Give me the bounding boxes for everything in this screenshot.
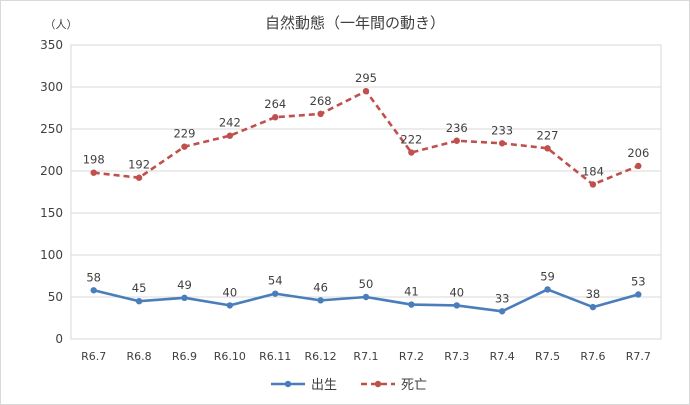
gridlines [71, 86, 661, 298]
legend: 出生 死亡 [271, 378, 427, 393]
data-point [544, 286, 551, 293]
data-label: 229 [173, 127, 195, 141]
data-point [226, 132, 234, 139]
data-label: 49 [177, 278, 192, 292]
data-label: 222 [400, 133, 422, 147]
data-label: 45 [132, 281, 147, 295]
data-point [544, 145, 551, 152]
x-tick-label: R7.2 [399, 350, 424, 363]
data-label: 227 [537, 128, 559, 142]
x-axis-ticks: R6.7 R6.8 R6.9 R6.10 R6.11 R6.12 R7.1 R7.2 R7.3 R… [81, 350, 651, 363]
legend-marker [374, 380, 382, 388]
data-point [498, 308, 506, 315]
legend-marker [284, 380, 292, 388]
data-label: 192 [128, 158, 150, 172]
data-label: 41 [404, 285, 419, 299]
data-point [453, 137, 460, 144]
data-point [272, 114, 279, 121]
data-labels: 58 45 49 40 54 46 50 41 40 33 59 38 53 198 192 229 242 26… [83, 71, 650, 305]
data-label: 233 [491, 123, 513, 137]
data-label: 40 [223, 285, 238, 299]
data-label: 58 [86, 270, 101, 284]
legend-label: 出生 [311, 378, 337, 393]
x-tick-label: R7.6 [580, 350, 605, 363]
x-tick-label: R6.7 [81, 350, 106, 363]
data-point [181, 294, 188, 302]
data-point [317, 297, 324, 304]
x-tick-label: R7.5 [535, 350, 560, 363]
y-tick-label: 300 [40, 80, 63, 94]
data-point [135, 298, 143, 305]
y-tick-label: 350 [40, 38, 63, 52]
y-tick-label: 0 [55, 332, 63, 346]
data-point [90, 169, 97, 176]
y-tick-label: 50 [48, 290, 63, 304]
legend-label: 死亡 [401, 378, 427, 393]
y-axis-unit-label: （人） [45, 18, 78, 31]
data-point [635, 291, 642, 298]
y-tick-label: 250 [40, 122, 63, 136]
x-tick-label: R6.9 [172, 350, 197, 363]
series-line-0 [93, 288, 639, 313]
x-tick-label: R6.8 [127, 350, 152, 363]
data-label: 242 [219, 116, 241, 130]
data-point [589, 181, 597, 188]
data-point [408, 301, 415, 308]
data-point [90, 287, 97, 294]
data-point [226, 302, 234, 309]
x-tick-label: R7.4 [490, 350, 515, 363]
x-tick-label: R6.10 [214, 350, 246, 363]
y-axis-ticks: 0 50 100 150 200 250 300 350 [40, 38, 63, 346]
x-tick-label: R6.11 [259, 350, 291, 363]
data-point [317, 110, 324, 118]
x-tick-label: R7.7 [626, 350, 651, 363]
data-label: 54 [268, 274, 283, 288]
data-point [408, 149, 415, 156]
data-point [589, 303, 597, 311]
data-label: 38 [586, 287, 601, 301]
data-label: 53 [631, 274, 646, 288]
data-label: 33 [495, 291, 510, 305]
data-point [272, 290, 279, 297]
data-point [498, 140, 506, 147]
data-point [362, 88, 370, 95]
data-label: 236 [446, 121, 468, 135]
data-label: 198 [83, 153, 105, 167]
data-point [635, 162, 642, 170]
plot-area [70, 44, 662, 340]
data-point [181, 143, 188, 150]
data-point [453, 302, 460, 309]
data-point [362, 293, 370, 301]
y-tick-label: 100 [40, 248, 63, 262]
data-point [135, 174, 143, 181]
data-label: 268 [310, 94, 332, 108]
x-tick-label: R7.3 [444, 350, 469, 363]
data-label: 40 [449, 285, 464, 299]
x-tick-label: R6.12 [305, 350, 337, 363]
data-label: 295 [355, 71, 377, 85]
y-tick-label: 200 [40, 164, 63, 178]
x-tick-label: R7.1 [353, 350, 378, 363]
series-lines [90, 88, 642, 315]
data-label: 184 [582, 164, 604, 178]
data-label: 264 [264, 97, 286, 111]
data-label: 59 [540, 269, 555, 283]
data-label: 46 [313, 280, 328, 294]
data-label: 206 [627, 146, 649, 160]
data-label: 50 [359, 277, 374, 291]
y-tick-label: 150 [40, 206, 63, 220]
chart-title: 自然動態（一年間の動き） [265, 14, 445, 32]
